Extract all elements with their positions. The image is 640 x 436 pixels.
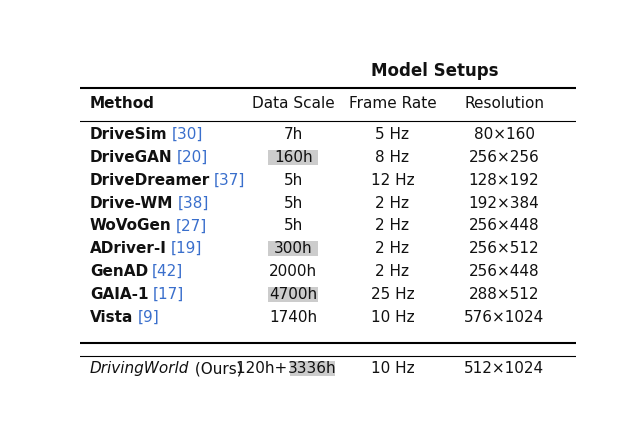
Text: [20]: [20] xyxy=(177,150,208,165)
Text: 80×160: 80×160 xyxy=(474,127,534,142)
Text: 5h: 5h xyxy=(284,173,303,188)
Text: Model Setups: Model Setups xyxy=(371,62,499,80)
Text: 7h: 7h xyxy=(284,127,303,142)
Bar xyxy=(269,150,318,165)
Text: (Ours): (Ours) xyxy=(190,361,243,376)
Text: 5h: 5h xyxy=(284,218,303,233)
Text: 2 Hz: 2 Hz xyxy=(376,241,410,256)
Text: 128×192: 128×192 xyxy=(468,173,540,188)
Text: 5 Hz: 5 Hz xyxy=(376,127,410,142)
Text: [17]: [17] xyxy=(152,287,184,302)
Bar xyxy=(290,361,335,376)
Text: 2000h: 2000h xyxy=(269,264,317,279)
Text: Resolution: Resolution xyxy=(464,96,544,111)
Text: DriveDreamer: DriveDreamer xyxy=(90,173,210,188)
Text: 10 Hz: 10 Hz xyxy=(371,310,414,325)
Text: 2 Hz: 2 Hz xyxy=(376,264,410,279)
Bar xyxy=(269,241,318,256)
Text: DriveSim: DriveSim xyxy=(90,127,168,142)
Text: 120h+: 120h+ xyxy=(236,361,292,376)
Text: [38]: [38] xyxy=(177,196,209,211)
Text: GenAD: GenAD xyxy=(90,264,148,279)
Text: 2 Hz: 2 Hz xyxy=(376,218,410,233)
Text: [27]: [27] xyxy=(175,218,207,233)
Text: 576×1024: 576×1024 xyxy=(464,310,544,325)
Text: 5h: 5h xyxy=(284,196,303,211)
Text: 256×448: 256×448 xyxy=(468,264,540,279)
Text: Method: Method xyxy=(90,96,155,111)
Text: Drive-WM: Drive-WM xyxy=(90,196,173,211)
Text: [30]: [30] xyxy=(172,127,203,142)
Text: [19]: [19] xyxy=(171,241,202,256)
Text: 192×384: 192×384 xyxy=(468,196,540,211)
Text: 12 Hz: 12 Hz xyxy=(371,173,414,188)
Text: DrivingWorld: DrivingWorld xyxy=(90,361,189,376)
Text: 256×448: 256×448 xyxy=(468,218,540,233)
Text: Vista: Vista xyxy=(90,310,133,325)
Text: DriveGAN: DriveGAN xyxy=(90,150,173,165)
Text: 300h: 300h xyxy=(274,241,312,256)
Text: [37]: [37] xyxy=(214,173,246,188)
Text: 8 Hz: 8 Hz xyxy=(376,150,410,165)
Text: Frame Rate: Frame Rate xyxy=(349,96,436,111)
Text: 512×1024: 512×1024 xyxy=(464,361,544,376)
Text: WoVoGen: WoVoGen xyxy=(90,218,172,233)
Text: 256×256: 256×256 xyxy=(468,150,540,165)
Text: Data Scale: Data Scale xyxy=(252,96,335,111)
Text: ADriver-I: ADriver-I xyxy=(90,241,167,256)
Text: 3336h: 3336h xyxy=(288,361,337,376)
Text: 1740h: 1740h xyxy=(269,310,317,325)
Text: 160h: 160h xyxy=(274,150,312,165)
Text: [9]: [9] xyxy=(137,310,159,325)
Text: GAIA-1: GAIA-1 xyxy=(90,287,148,302)
Bar xyxy=(269,287,318,302)
Text: 4700h: 4700h xyxy=(269,287,317,302)
Text: 256×512: 256×512 xyxy=(468,241,540,256)
Text: 2 Hz: 2 Hz xyxy=(376,196,410,211)
Text: 10 Hz: 10 Hz xyxy=(371,361,414,376)
Text: [42]: [42] xyxy=(152,264,183,279)
Text: 288×512: 288×512 xyxy=(469,287,540,302)
Text: 25 Hz: 25 Hz xyxy=(371,287,414,302)
